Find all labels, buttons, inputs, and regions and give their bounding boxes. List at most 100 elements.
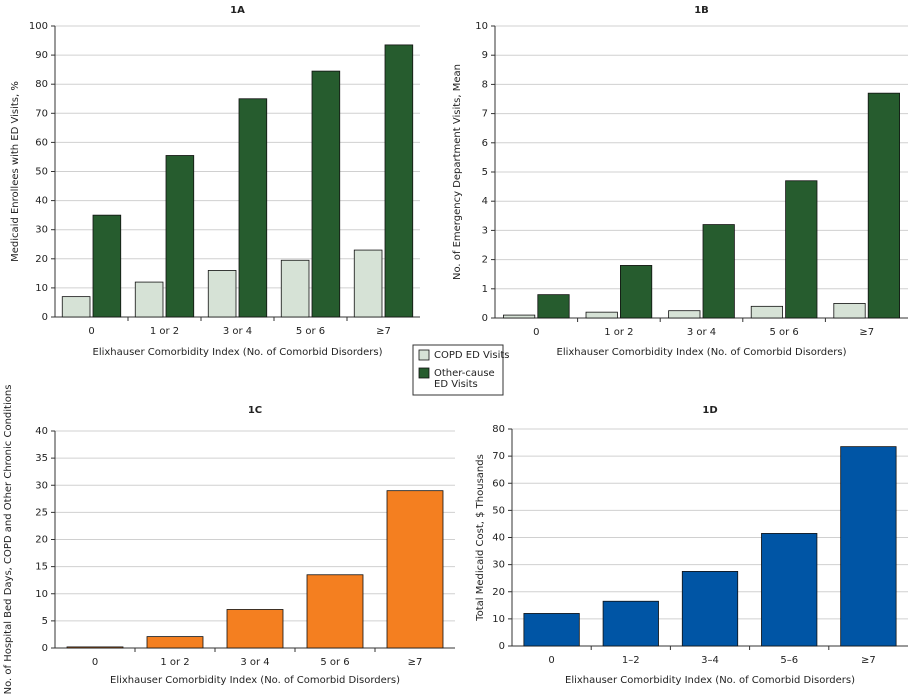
bar bbox=[66, 646, 124, 649]
bar bbox=[306, 574, 364, 649]
x-tick-label: 0 bbox=[533, 327, 539, 338]
y-tick-label: 15 bbox=[35, 562, 48, 573]
y-tick-label: 40 bbox=[492, 533, 505, 544]
x-tick-label: 0 bbox=[92, 657, 98, 668]
bar bbox=[146, 636, 204, 649]
bar bbox=[238, 98, 268, 318]
y-tick-label: 10 bbox=[475, 21, 488, 32]
bar bbox=[311, 70, 341, 318]
y-tick-label: 10 bbox=[35, 589, 48, 600]
x-tick-label: 3 or 4 bbox=[240, 657, 269, 668]
x-tick-label: ≥7 bbox=[408, 657, 423, 668]
y-tick-label: 70 bbox=[35, 108, 48, 119]
bar bbox=[620, 265, 653, 319]
y-tick-label: 2 bbox=[482, 255, 488, 266]
chart-title: 1C bbox=[248, 405, 262, 416]
y-axis-label: Total Medicaid Cost, $ Thousands bbox=[475, 454, 486, 622]
y-tick-label: 0 bbox=[499, 641, 505, 652]
y-tick-label: 40 bbox=[35, 196, 48, 207]
x-tick-label: ≥7 bbox=[861, 655, 876, 666]
bar bbox=[833, 302, 866, 319]
x-tick-label: 5 or 6 bbox=[320, 657, 349, 668]
y-tick-label: 0 bbox=[42, 643, 48, 654]
bar bbox=[602, 600, 659, 647]
chart-title: 1D bbox=[702, 405, 717, 416]
y-tick-label: 10 bbox=[35, 283, 48, 294]
x-tick-label: ≥7 bbox=[376, 326, 391, 337]
y-tick-label: 0 bbox=[42, 312, 48, 323]
y-tick-label: 60 bbox=[492, 478, 505, 489]
y-tick-label: 80 bbox=[35, 79, 48, 90]
y-tick-label: 100 bbox=[29, 21, 48, 32]
bar bbox=[280, 259, 310, 318]
legend-swatch bbox=[418, 367, 430, 379]
bar bbox=[523, 613, 580, 647]
bar bbox=[761, 533, 818, 647]
x-tick-label: 1 or 2 bbox=[604, 327, 633, 338]
y-axis-label: No. of Emergency Department Visits, Mean bbox=[452, 64, 463, 280]
y-tick-label: 5 bbox=[482, 167, 488, 178]
bar bbox=[867, 92, 900, 319]
bar bbox=[681, 571, 739, 647]
y-tick-label: 6 bbox=[482, 138, 488, 149]
legend-swatch bbox=[418, 349, 430, 361]
x-tick-label: ≥7 bbox=[859, 327, 874, 338]
bar bbox=[750, 305, 783, 319]
y-tick-label: 70 bbox=[492, 451, 505, 462]
bar bbox=[585, 311, 618, 319]
y-axis-label: No. of Hospital Bed Days, COPD and Other… bbox=[3, 385, 14, 695]
bar bbox=[134, 281, 164, 318]
x-axis-label: Elixhauser Comorbidity Index (No. of Com… bbox=[93, 347, 383, 358]
x-tick-label: 3–4 bbox=[701, 655, 719, 666]
y-tick-label: 10 bbox=[492, 614, 505, 625]
bar bbox=[226, 609, 284, 649]
x-tick-label: 3 or 4 bbox=[223, 326, 252, 337]
bar bbox=[92, 214, 122, 318]
y-tick-label: 60 bbox=[35, 137, 48, 148]
y-tick-label: 30 bbox=[35, 480, 48, 491]
y-tick-label: 9 bbox=[482, 50, 488, 61]
y-tick-label: 90 bbox=[35, 50, 48, 61]
bar bbox=[61, 296, 91, 318]
y-tick-label: 35 bbox=[35, 453, 48, 464]
bar bbox=[384, 44, 414, 318]
y-tick-label: 30 bbox=[492, 560, 505, 571]
y-tick-label: 25 bbox=[35, 507, 48, 518]
bar bbox=[668, 310, 701, 319]
legend-label: Other-cause ED Visits bbox=[434, 368, 495, 390]
x-axis-label: Elixhauser Comorbidity Index (No. of Com… bbox=[565, 675, 855, 686]
y-tick-label: 8 bbox=[482, 79, 488, 90]
bar bbox=[165, 155, 195, 318]
y-tick-label: 0 bbox=[482, 313, 488, 324]
x-tick-label: 5–6 bbox=[780, 655, 798, 666]
y-tick-label: 20 bbox=[35, 535, 48, 546]
y-tick-label: 7 bbox=[482, 109, 488, 120]
x-tick-label: 0 bbox=[548, 655, 554, 666]
x-tick-label: 0 bbox=[88, 326, 94, 337]
y-tick-label: 20 bbox=[35, 254, 48, 265]
x-tick-label: 3 or 4 bbox=[687, 327, 716, 338]
bar bbox=[207, 270, 237, 318]
bar bbox=[386, 490, 444, 649]
y-tick-label: 4 bbox=[482, 196, 488, 207]
y-tick-label: 20 bbox=[492, 587, 505, 598]
y-tick-label: 5 bbox=[42, 616, 48, 627]
x-tick-label: 5 or 6 bbox=[296, 326, 325, 337]
y-tick-label: 80 bbox=[492, 424, 505, 435]
y-tick-label: 30 bbox=[35, 225, 48, 236]
bar bbox=[840, 446, 897, 647]
y-axis-label: Medicaid Enrollees with ED Visits, % bbox=[10, 81, 21, 262]
x-axis-label: Elixhauser Comorbidity Index (No. of Com… bbox=[557, 347, 847, 358]
x-tick-label: 1 or 2 bbox=[150, 326, 179, 337]
x-tick-label: 1–2 bbox=[622, 655, 640, 666]
x-axis-label: Elixhauser Comorbidity Index (No. of Com… bbox=[110, 675, 400, 686]
bar bbox=[503, 314, 536, 319]
x-tick-label: 1 or 2 bbox=[160, 657, 189, 668]
bar bbox=[702, 224, 735, 319]
bar bbox=[537, 294, 570, 319]
chart-title: 1A bbox=[230, 5, 245, 16]
y-tick-label: 50 bbox=[35, 167, 48, 178]
y-tick-label: 1 bbox=[482, 284, 488, 295]
x-tick-label: 5 or 6 bbox=[769, 327, 798, 338]
